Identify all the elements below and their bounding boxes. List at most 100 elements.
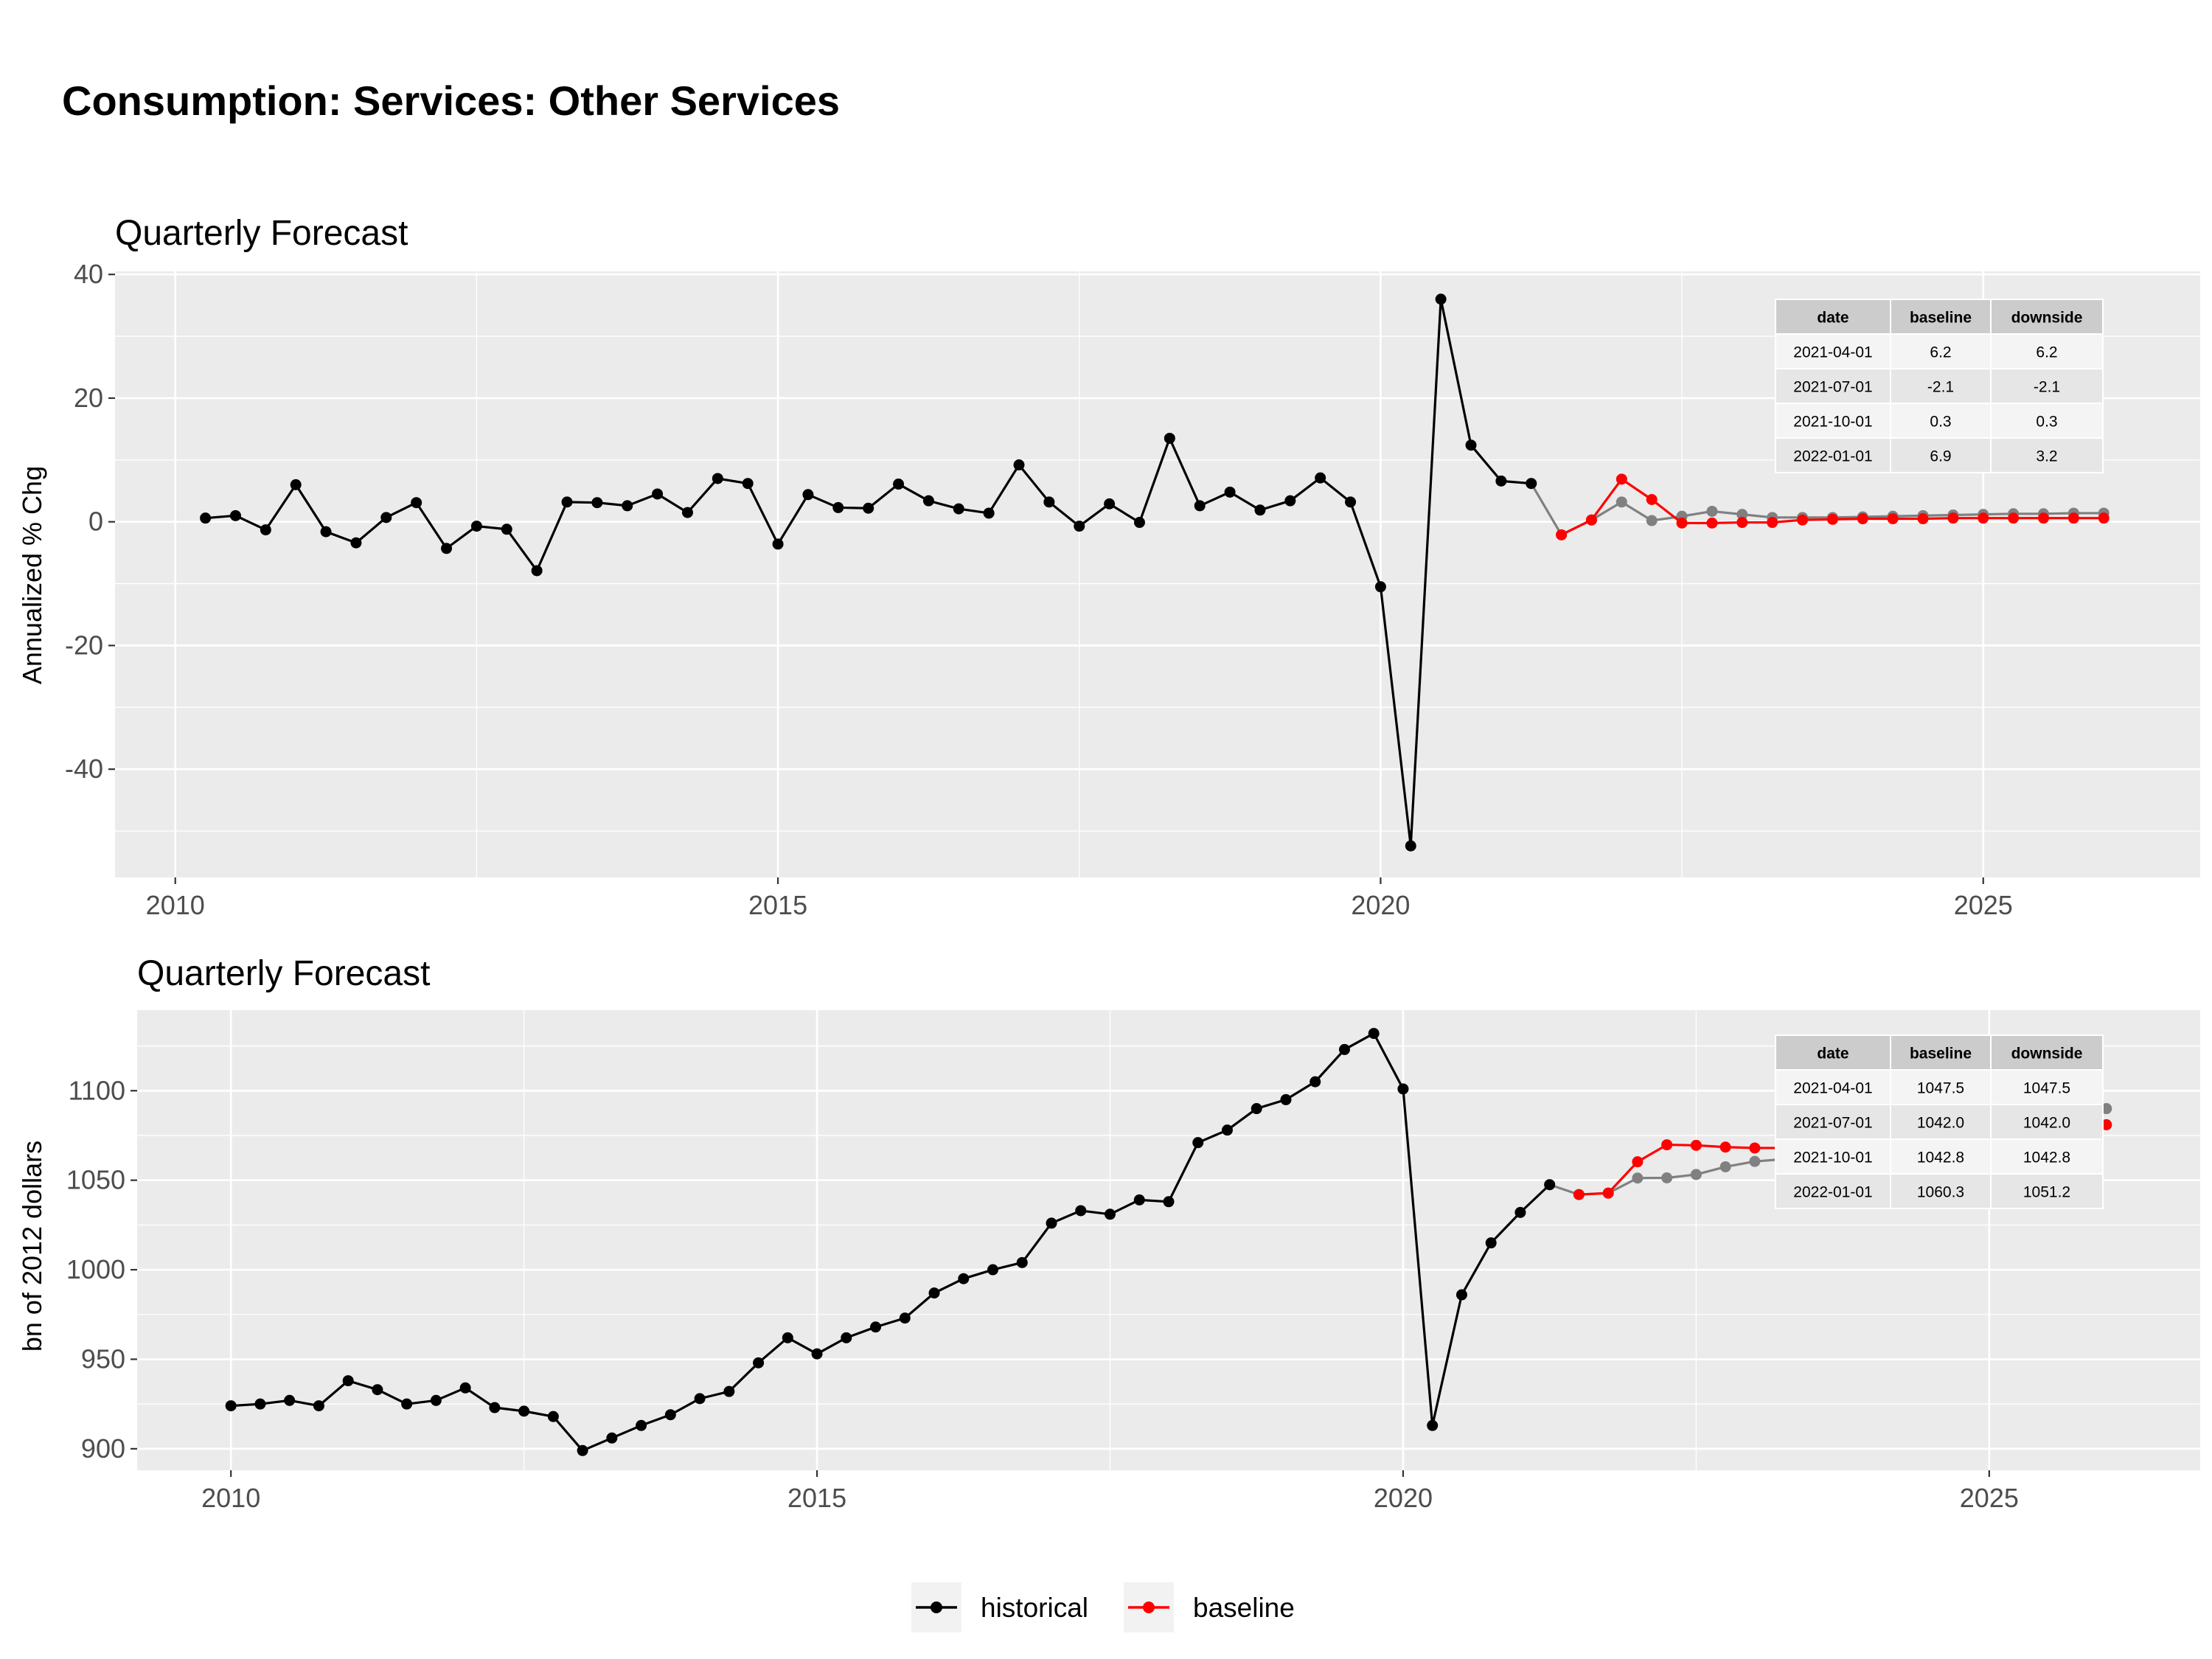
data-point-baseline (1556, 529, 1568, 540)
growth-chart-title: Quarterly Forecast (115, 214, 408, 253)
x-tick-label: 2010 (201, 1483, 260, 1513)
table-cell-text: 1042.0 (2023, 1115, 2070, 1132)
level-chart: Quarterly Forecast 2010 2015 2020 2025 9009… (17, 954, 2200, 1513)
table-cell-text: 1042.8 (1917, 1150, 1964, 1166)
data-point-historical (893, 479, 905, 490)
data-point-baseline (1719, 1141, 1731, 1153)
y-tick-label: 1050 (66, 1165, 125, 1195)
data-point-baseline (1857, 513, 1868, 525)
x-tick-label: 2010 (146, 890, 205, 920)
growth-x-axis: 2010 2015 2020 2025 (146, 877, 2013, 920)
table-cell-text: 1060.3 (1917, 1184, 1964, 1201)
data-point-downside (1690, 1169, 1702, 1180)
data-point-baseline (1887, 513, 1899, 525)
data-point-historical (1251, 1103, 1262, 1115)
data-point-downside (1646, 515, 1658, 526)
data-point-baseline (1573, 1189, 1585, 1200)
table-cell (1775, 368, 1891, 404)
table-header-date: date (1817, 1046, 1848, 1062)
data-point-historical (636, 1419, 647, 1431)
data-point-historical (260, 524, 271, 536)
data-point-historical (772, 538, 784, 550)
data-point-historical (225, 1400, 237, 1412)
table-cell (1890, 437, 1992, 473)
data-point-baseline (1661, 1139, 1673, 1151)
data-point-historical (1075, 1205, 1087, 1217)
table-header-date: date (1817, 310, 1848, 327)
data-point-downside (1749, 1155, 1761, 1167)
data-point-historical (1368, 1028, 1380, 1040)
data-point-historical (1254, 504, 1266, 516)
data-point-baseline (1767, 517, 1778, 529)
data-point-historical (681, 507, 693, 518)
growth-chart: Quarterly Forecast 2010 2015 2020 2025 -40-… (17, 214, 2200, 920)
data-point-historical (652, 488, 664, 500)
table-cell-text: 2022-01-01 (1793, 1184, 1872, 1201)
data-point-historical (1397, 1083, 1409, 1095)
data-point-baseline (2098, 512, 2110, 524)
data-point-historical (1310, 1076, 1321, 1088)
data-point-historical (372, 1384, 383, 1396)
data-point-historical (1221, 1124, 1233, 1136)
legend-point-baseline (1143, 1601, 1155, 1613)
data-point-baseline (2008, 512, 2020, 524)
data-point-baseline (1797, 514, 1809, 526)
data-point-baseline (1736, 517, 1748, 529)
level-y-axis: 900 950 1000 1050 1100 (66, 1075, 137, 1464)
y-tick-label: -40 (65, 754, 103, 784)
x-tick-label: 2015 (748, 890, 807, 920)
data-point-historical (342, 1375, 354, 1387)
data-point-historical (200, 512, 212, 524)
data-point-historical (811, 1348, 823, 1360)
data-point-historical (1016, 1256, 1028, 1268)
data-point-historical (459, 1382, 471, 1394)
table-cell (1990, 1104, 2104, 1140)
data-point-historical (489, 1402, 501, 1413)
data-point-baseline (1632, 1156, 1644, 1168)
table-cell-text: 1042.0 (1917, 1115, 1964, 1132)
data-point-historical (561, 496, 573, 508)
legend: historical baseline (911, 1582, 1295, 1632)
growth-gridlines (115, 271, 2200, 877)
data-point-downside (1706, 505, 1718, 517)
data-point-historical (1345, 496, 1357, 508)
x-tick-label: 2025 (1954, 890, 2013, 920)
data-point-historical (712, 473, 723, 484)
data-point-historical (802, 489, 814, 501)
data-point-downside (1736, 509, 1748, 521)
data-point-historical (1338, 1043, 1350, 1055)
data-point-historical (1427, 1419, 1439, 1431)
data-point-downside (2101, 1103, 2112, 1115)
table-cell-text: 1051.2 (2023, 1184, 2070, 1201)
growth-y-axis-title: Annualized % Chg (17, 466, 47, 684)
data-point-historical (1163, 1196, 1175, 1208)
data-point-baseline (1826, 513, 1838, 525)
table-cell-text: 6.2 (1930, 344, 1951, 361)
data-point-historical (870, 1321, 882, 1333)
y-tick-label: 950 (81, 1343, 125, 1374)
data-point-downside (1719, 1161, 1731, 1172)
data-point-historical (1495, 475, 1507, 487)
table-header-downside: downside (2011, 310, 2083, 327)
legend-label-baseline: baseline (1193, 1593, 1295, 1623)
data-point-historical (320, 526, 332, 538)
table-cell (1990, 437, 2104, 473)
x-tick-label: 2025 (1960, 1483, 2019, 1513)
table-cell-text: 1047.5 (2023, 1080, 2070, 1097)
table-cell (1990, 403, 2104, 439)
data-point-baseline (1646, 494, 1658, 506)
data-point-downside (1632, 1172, 1644, 1184)
data-point-historical (841, 1332, 852, 1343)
data-point-historical (501, 524, 512, 535)
data-point-historical (606, 1432, 618, 1444)
y-tick-label: 20 (74, 383, 103, 413)
data-point-historical (1405, 840, 1416, 852)
table-cell-text: 1047.5 (1917, 1080, 1964, 1097)
data-point-historical (922, 495, 934, 507)
data-point-historical (953, 503, 964, 515)
y-tick-label: 1000 (66, 1254, 125, 1284)
y-tick-label: 40 (74, 259, 103, 289)
y-tick-label: 900 (81, 1433, 125, 1464)
table-cell-text: 0.3 (1930, 414, 1951, 431)
